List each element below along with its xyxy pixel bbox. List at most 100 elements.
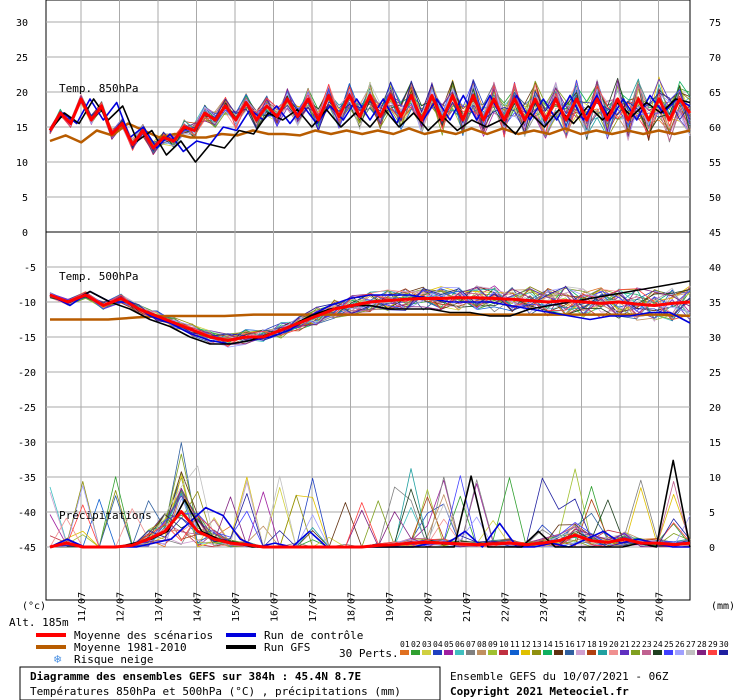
pert-legend-swatch [444, 650, 453, 655]
mean-t850-line [48, 94, 692, 150]
pert-legend-swatch [609, 650, 618, 655]
date-tick-label: 23/07 [539, 592, 550, 622]
pert-legend-label: 03 [422, 640, 432, 649]
pert-legend-swatch [576, 650, 585, 655]
date-axis-ticks: 11/07 12/07 13/07 14/07 15/07 16/07 17/07 18/07… [77, 592, 666, 622]
pert-legend-swatch [719, 650, 728, 655]
left-tick-label: 20 [16, 88, 28, 99]
legend-label-control: Run de contrôle [264, 629, 363, 642]
pert-legend-label: 24 [653, 640, 663, 649]
pert-legend-swatch [433, 650, 442, 655]
left-unit-label: (°c) [22, 601, 46, 612]
left-tick-label: -40 [18, 508, 36, 519]
left-tick-label: 0 [22, 228, 28, 239]
pert-legend-label: 29 [708, 640, 718, 649]
pert-legend-swatch [499, 650, 508, 655]
panel-label-t850: Temp. 850hPa [59, 82, 138, 95]
pert-legend-swatch [620, 650, 629, 655]
altitude-label: Alt. 185m [9, 616, 69, 629]
panel-label-t500: Temp. 500hPa [59, 270, 138, 283]
chart-subtitle: Températures 850hPa et 500hPa (°C) , pré… [30, 685, 401, 698]
date-tick-label: 18/07 [347, 592, 358, 622]
right-tick-label: 15 [709, 438, 721, 449]
right-tick-label: 35 [709, 298, 721, 309]
pert-legend-swatch [664, 650, 673, 655]
date-tick-label: 13/07 [154, 592, 165, 622]
left-tick-label: 5 [22, 193, 28, 204]
pert-legend-swatch [587, 650, 596, 655]
pert-legend-label: 16 [565, 640, 575, 649]
pert-legend-swatch [642, 650, 651, 655]
right-tick-label: 0 [709, 543, 715, 554]
right-tick-label: 20 [709, 403, 721, 414]
chart-title: Diagramme des ensembles GEFS sur 384h : … [30, 670, 361, 683]
date-tick-label: 19/07 [385, 592, 396, 622]
pert-legend-label: 19 [598, 640, 608, 649]
pert-legend-swatch [697, 650, 706, 655]
pert-legend-swatch [455, 650, 464, 655]
date-tick-label: 15/07 [231, 592, 242, 622]
right-tick-label: 70 [709, 53, 721, 64]
pert-legend-swatch [400, 650, 409, 655]
right-tick-label: 60 [709, 123, 721, 134]
pert-legend-label: 08 [477, 640, 487, 649]
pert-legend-swatch [422, 650, 431, 655]
pert-legend-swatch [598, 650, 607, 655]
right-unit-label: (mm) [711, 601, 735, 612]
mean-t500-line [49, 293, 691, 342]
pert-legend-label: 18 [587, 640, 597, 649]
precipitation-series [49, 442, 691, 549]
date-tick-label: 14/07 [193, 592, 204, 622]
pert-legend-label: 07 [466, 640, 476, 649]
pert-legend-swatch [532, 650, 541, 655]
left-tick-label: -30 [18, 438, 36, 449]
legend-label-mean: Moyenne des scénarios [74, 629, 213, 642]
left-tick-label: -35 [18, 473, 36, 484]
snowflake-icon: ❄ [53, 653, 62, 666]
date-tick-label: 24/07 [578, 592, 589, 622]
left-tick-label: -25 [18, 403, 36, 414]
right-tick-label: 25 [709, 368, 721, 379]
pert-legend-swatch [510, 650, 519, 655]
right-tick-label: 40 [709, 263, 721, 274]
left-tick-label: 25 [16, 53, 28, 64]
right-tick-label: 65 [709, 88, 721, 99]
pert-legend-label: 14 [543, 640, 553, 649]
legend-label-gfs: Run GFS [264, 641, 310, 654]
left-tick-label: -10 [18, 298, 36, 309]
date-tick-label: 21/07 [462, 592, 473, 622]
legend: Moyenne des scénarios Moyenne 1981-2010 … [36, 629, 729, 666]
temp-500hpa-series [49, 280, 691, 348]
ensemble-member-precip [49, 487, 691, 548]
left-tick-label: -20 [18, 368, 36, 379]
control-run-t850-line [49, 94, 691, 153]
left-tick-label: -45 [18, 543, 36, 554]
panel-label-precip: Précipitations [59, 509, 152, 522]
pert-legend-swatch [477, 650, 486, 655]
perturbation-legend: 01 02 03 04 05 06 07 08 09 10 11 12 13 14 15 16 17 18 19 20… [400, 640, 729, 655]
right-tick-label: 50 [709, 193, 721, 204]
pert-legend-swatch [554, 650, 563, 655]
date-tick-label: 20/07 [424, 592, 435, 622]
right-tick-label: 45 [709, 228, 721, 239]
pert-legend-swatch [466, 650, 475, 655]
pert-legend-label: 21 [620, 640, 630, 649]
pert-legend-label: 02 [411, 640, 421, 649]
pert-legend-swatch [521, 650, 530, 655]
lower-plot-frame [45, 231, 691, 601]
pert-legend-label: 25 [664, 640, 674, 649]
pert-legend-label: 09 [488, 640, 498, 649]
pert-legend-swatch [675, 650, 684, 655]
climatology-t850-line [49, 122, 691, 144]
pert-legend-label: 30 [719, 640, 729, 649]
right-tick-label: 55 [709, 158, 721, 169]
mean-precip-line [49, 510, 691, 549]
pert-legend-label: 15 [554, 640, 564, 649]
left-tick-label: 10 [16, 158, 28, 169]
pert-legend-label: 23 [642, 640, 652, 649]
left-axis-ticks: 30 25 20 15 10 5 0 -5 -10 -15 -20 -25 -30 -35 -40 -45 [16, 18, 36, 554]
pert-legend-label: 10 [499, 640, 509, 649]
legend-label-clim: Moyenne 1981-2010 [74, 641, 187, 654]
